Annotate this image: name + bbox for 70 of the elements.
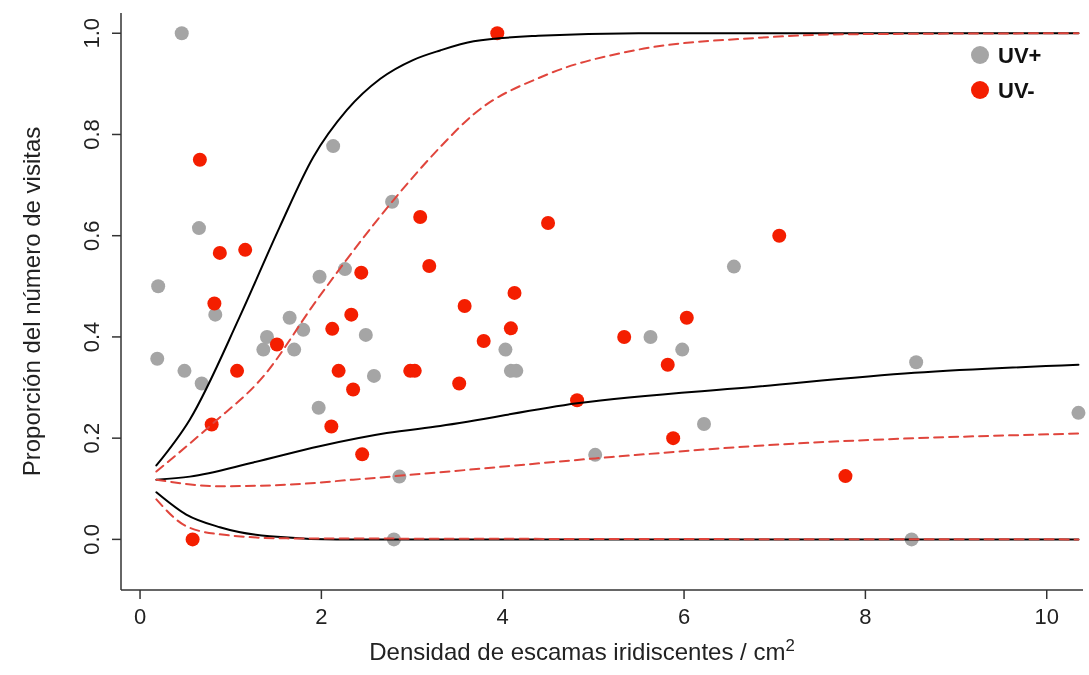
point [909, 355, 924, 370]
x-axis-title: Densidad de escamas iridiscentes / cm$^{2}$ [369, 635, 795, 665]
y-tick-label: 0.8 [79, 119, 104, 150]
y-tick-label: 1.0 [79, 17, 104, 49]
point [679, 310, 694, 325]
point [422, 259, 437, 274]
point [772, 228, 787, 243]
point [212, 245, 227, 260]
y-tick-label: 0.2 [79, 422, 104, 454]
point [452, 376, 467, 391]
x-tick-label: 2 [315, 604, 328, 629]
point [498, 342, 513, 357]
y-tick-label: 0.4 [79, 321, 104, 353]
point [287, 342, 302, 357]
point [269, 337, 284, 352]
point [660, 357, 675, 372]
point [697, 416, 711, 431]
point [1071, 405, 1086, 420]
legend-label: UV- [998, 78, 1035, 103]
x-tick-label: 8 [859, 604, 872, 629]
point [355, 447, 370, 462]
x-tick-label: 6 [677, 604, 691, 629]
point [354, 265, 369, 280]
point [238, 242, 253, 257]
point [507, 285, 522, 300]
point [617, 329, 632, 344]
point [476, 333, 491, 348]
point [366, 368, 381, 383]
point [325, 321, 340, 336]
x-tick-label: 0 [133, 604, 147, 629]
point [675, 342, 690, 357]
point [337, 262, 352, 277]
point [344, 307, 359, 322]
point [185, 532, 200, 547]
point [503, 321, 518, 336]
point [207, 296, 222, 311]
point [312, 269, 327, 284]
point [457, 299, 472, 314]
point [191, 221, 206, 236]
point [177, 363, 192, 378]
y-tick-label: 0.0 [79, 524, 104, 555]
point [311, 400, 326, 415]
point [324, 419, 339, 434]
point [151, 279, 166, 294]
line-series [155, 432, 1080, 488]
point [643, 329, 658, 344]
point [296, 322, 311, 337]
point [326, 139, 341, 154]
point [541, 216, 556, 231]
point [413, 209, 428, 224]
point [358, 327, 373, 342]
legend-label: UV+ [998, 43, 1042, 68]
point [174, 26, 189, 41]
y-tick-label: 0.6 [79, 220, 104, 251]
point [346, 382, 361, 397]
point [259, 329, 274, 344]
point [282, 310, 297, 325]
x-tick-label: 4 [496, 604, 509, 629]
point [150, 351, 165, 366]
point [838, 469, 853, 484]
point [194, 376, 209, 391]
x-tick-label: 10 [1034, 604, 1059, 629]
point [331, 363, 346, 378]
point [192, 152, 207, 167]
y-axis-title: Proporción del número de visitas [18, 126, 45, 477]
point [256, 342, 271, 357]
point [230, 363, 245, 378]
point [726, 259, 741, 274]
point [666, 431, 681, 446]
line-series [155, 363, 1080, 481]
